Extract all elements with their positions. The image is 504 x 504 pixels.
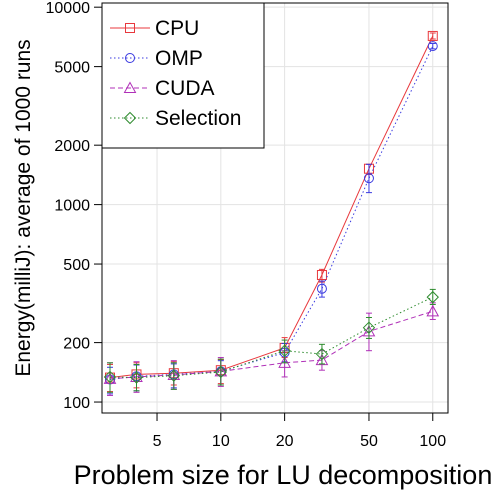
y-tick-label: 2000 (54, 138, 90, 155)
series-line (109, 310, 433, 380)
x-axis-label: Problem size for LU decomposition (74, 460, 493, 490)
data-point (214, 365, 228, 379)
axes: 5 10 20 50 100 100 200 500 1000 2000 5000 10000 (46, 0, 449, 450)
data-point (167, 369, 181, 382)
legend-marker (123, 111, 137, 125)
data-point (316, 270, 327, 281)
legend-item-cuda: CUDA (110, 77, 215, 100)
x-tick-label: 50 (360, 433, 378, 450)
legend-label: OMP (155, 47, 203, 70)
legend-box (101, 2, 265, 149)
grid-lines (102, 3, 448, 413)
series-line (109, 45, 434, 380)
x-tick-label: 5 (153, 433, 162, 450)
x-tick-label: 10 (212, 433, 230, 450)
data-point (427, 41, 438, 52)
series-line (109, 296, 434, 379)
data-point (103, 370, 117, 384)
legend: CPU OMP CUDA Selection (101, 2, 265, 149)
y-tick-label: 5000 (54, 60, 90, 77)
y-axis-label: Energy(milliJ): average of 1000 runs (12, 39, 35, 376)
data-point (316, 283, 327, 294)
x-tick-label: 20 (276, 433, 294, 450)
legend-label: CPU (155, 17, 199, 40)
legend-label: CUDA (155, 77, 215, 100)
legend-label: Selection (155, 107, 241, 130)
data-point (426, 304, 440, 317)
plot-frame (101, 2, 449, 414)
data-point (362, 321, 376, 334)
data-point (315, 347, 329, 361)
data-point (427, 30, 438, 41)
data-point (315, 353, 329, 366)
y-tick-label: 10000 (46, 0, 91, 17)
data-point (278, 344, 291, 357)
data-series (103, 30, 440, 396)
legend-marker (125, 23, 135, 33)
series-selection (103, 288, 439, 393)
y-tick-label: 200 (63, 336, 90, 353)
y-tick-label: 1000 (54, 198, 90, 215)
data-point (130, 371, 143, 384)
legend-marker (123, 81, 137, 93)
y-tick-label: 100 (63, 395, 90, 412)
legend-item-omp: OMP (110, 47, 203, 70)
x-tick-label: 100 (419, 433, 446, 450)
legend-item-selection: Selection (110, 107, 241, 130)
legend-item-cpu: CPU (110, 17, 199, 40)
data-point (426, 290, 439, 304)
series-line (109, 35, 434, 379)
legend-marker (125, 53, 135, 63)
y-tick-label: 500 (63, 257, 90, 274)
data-point (363, 173, 374, 184)
